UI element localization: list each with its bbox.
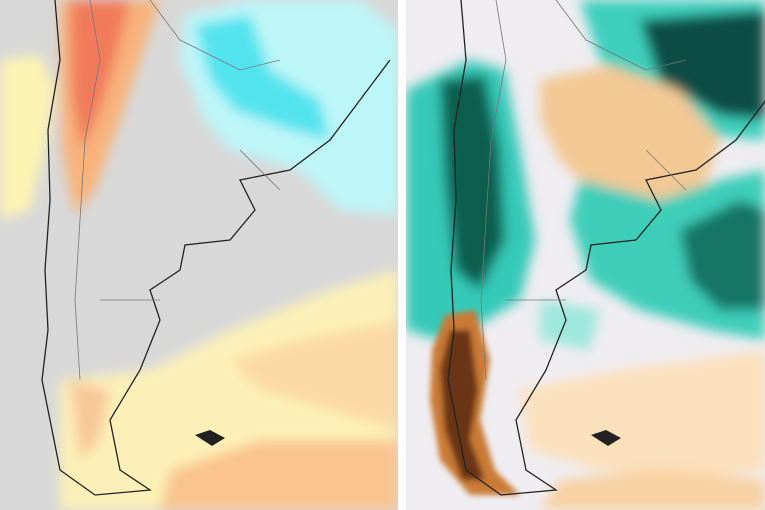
coastline — [41, 0, 391, 496]
brown-andes — [430, 310, 520, 495]
right-map — [406, 0, 765, 510]
tan-central — [540, 65, 720, 215]
borders — [480, 0, 687, 381]
islands — [195, 430, 225, 446]
teal-light — [540, 300, 600, 350]
orange-bottom — [540, 470, 765, 510]
islands — [591, 430, 621, 446]
cyan-strong — [195, 15, 330, 140]
yellow-west — [0, 55, 55, 220]
left-map — [0, 0, 398, 510]
orange-south — [520, 350, 765, 480]
red-andes — [70, 0, 130, 150]
peach-south — [230, 320, 398, 430]
dark-teal-east — [680, 200, 765, 310]
dark-teal-chile — [440, 75, 505, 290]
divider — [398, 0, 406, 510]
dark-teal-north — [640, 10, 765, 120]
borders — [74, 0, 281, 381]
coastline — [447, 0, 765, 496]
peach-tip — [70, 380, 110, 460]
field-left — [0, 0, 398, 510]
field-right — [406, 0, 765, 510]
peach-bottom — [160, 440, 398, 510]
